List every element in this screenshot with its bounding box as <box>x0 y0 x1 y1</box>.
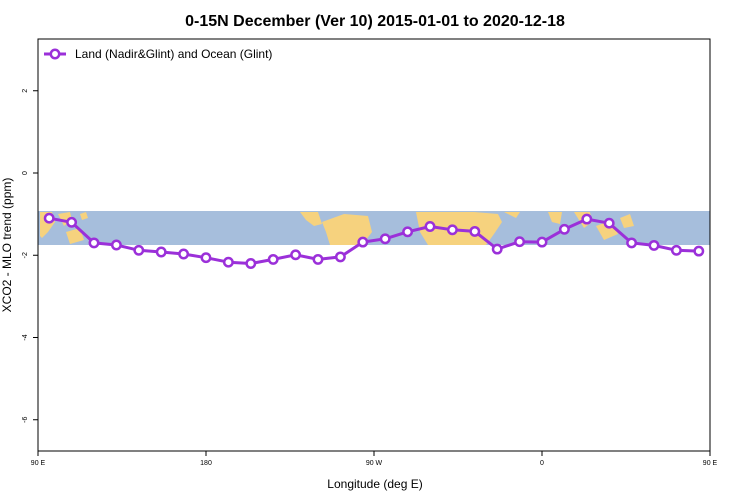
legend: Land (Nadir&Glint) and Ocean (Glint) <box>44 47 272 61</box>
x-axis-label: Longitude (deg E) <box>327 477 422 491</box>
data-point <box>648 239 660 251</box>
y-axis: 2 0 -2 -4 -6 <box>22 89 38 423</box>
data-point <box>536 236 548 248</box>
y-tick-label: 2 <box>22 89 29 93</box>
data-point <box>245 258 257 269</box>
data-point <box>312 253 324 265</box>
data-point <box>267 253 279 265</box>
legend-marker <box>49 48 61 60</box>
y-tick-label: -2 <box>22 252 29 258</box>
data-point <box>357 236 369 248</box>
data-point <box>379 233 391 245</box>
data-point <box>670 244 682 256</box>
data-point <box>402 226 414 238</box>
data-point <box>66 216 78 228</box>
data-point <box>558 223 570 235</box>
data-point <box>200 252 212 264</box>
data-point <box>424 221 436 232</box>
x-tick-label: 90 W <box>366 460 383 467</box>
data-point <box>514 236 526 248</box>
data-point <box>290 249 302 261</box>
data-point <box>491 243 503 255</box>
x-tick-label: 180 <box>200 460 212 467</box>
data-point <box>693 245 705 257</box>
data-point <box>222 256 234 268</box>
series-layer <box>43 212 705 269</box>
data-point <box>178 248 190 260</box>
data-point <box>603 217 615 229</box>
y-tick-label: -4 <box>22 334 29 340</box>
data-point <box>469 225 481 237</box>
y-tick-label: 0 <box>22 171 29 175</box>
x-tick-label: 90 E <box>31 460 46 467</box>
y-tick-label: -6 <box>22 417 29 423</box>
legend-label: Land (Nadir&Glint) and Ocean (Glint) <box>75 47 272 61</box>
data-point <box>626 237 638 249</box>
data-point <box>43 212 55 224</box>
data-point <box>446 224 458 236</box>
x-axis: 90 E 180 90 W 0 90 E <box>31 451 718 467</box>
data-point <box>133 244 145 256</box>
data-point <box>110 239 122 251</box>
data-point <box>155 246 167 258</box>
chart-title: 0-15N December (Ver 10) 2015-01-01 to 20… <box>185 13 565 30</box>
x-tick-label: 0 <box>540 460 544 467</box>
data-point <box>88 237 100 249</box>
data-point <box>334 251 346 263</box>
x-tick-label: 90 E <box>703 460 718 467</box>
y-axis-label: XCO2 - MLO trend (ppm) <box>0 178 14 313</box>
data-point <box>581 213 593 225</box>
